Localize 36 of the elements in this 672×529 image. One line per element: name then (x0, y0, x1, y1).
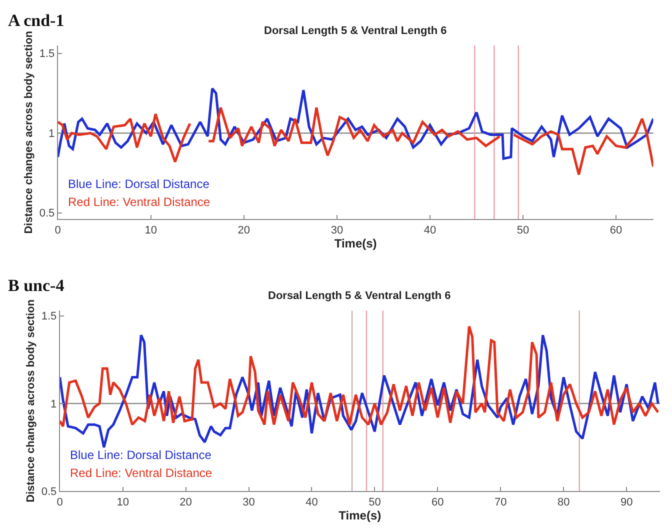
y-axis-title: Distance changes across body section (25, 299, 38, 502)
x-axis-title: Time(s) (334, 236, 377, 250)
x-tick-label: 10 (116, 496, 129, 508)
x-tick-label: 20 (238, 224, 250, 236)
chart-title: Dorsal Length 5 & Ventral Length 6 (264, 25, 447, 37)
x-tick-label: 40 (424, 224, 436, 236)
x-tick-label: 30 (242, 496, 255, 508)
x-tick-label: 60 (610, 224, 622, 236)
x-tick-label: 0 (54, 224, 61, 236)
y-tick-label: 0.5 (39, 208, 55, 220)
x-tick-label: 50 (368, 496, 381, 508)
series-label: Blue Line: Dorsal Distance (68, 177, 210, 191)
x-tick-label: 50 (516, 224, 530, 236)
x-tick-label: 20 (180, 496, 192, 508)
y-tick-label: 1 (50, 398, 57, 410)
x-tick-label: 40 (306, 496, 318, 508)
text: Red Line: Ventral Distance (68, 195, 210, 209)
x-tick-label: 0 (56, 496, 63, 508)
x-tick-label: 90 (620, 496, 633, 508)
line-series (60, 325, 660, 428)
x-tick-label: 80 (557, 496, 570, 508)
series-label: Blue Line: Dorsal Distance (70, 448, 212, 462)
y-tick-label: 0.5 (41, 486, 57, 498)
y-tick-label: 1.5 (39, 48, 55, 60)
x-tick-label: 10 (144, 224, 158, 236)
text: B unc-4 (8, 276, 65, 295)
y-axis-title: Distance changes across body section (23, 30, 36, 234)
text: Red Line: Ventral Distance (70, 466, 212, 480)
y-tick-label: 1 (48, 128, 55, 140)
y-tick-label: 1.5 (41, 310, 57, 323)
x-axis-title: Time(s) (338, 508, 382, 522)
x-tick-label: 30 (330, 224, 344, 236)
chart-title: Dorsal Length 5 & Ventral Length 6 (268, 290, 451, 302)
text: A cnd-1 (8, 11, 64, 30)
x-tick-label: 60 (432, 496, 444, 508)
x-tick-label: 70 (494, 496, 507, 508)
